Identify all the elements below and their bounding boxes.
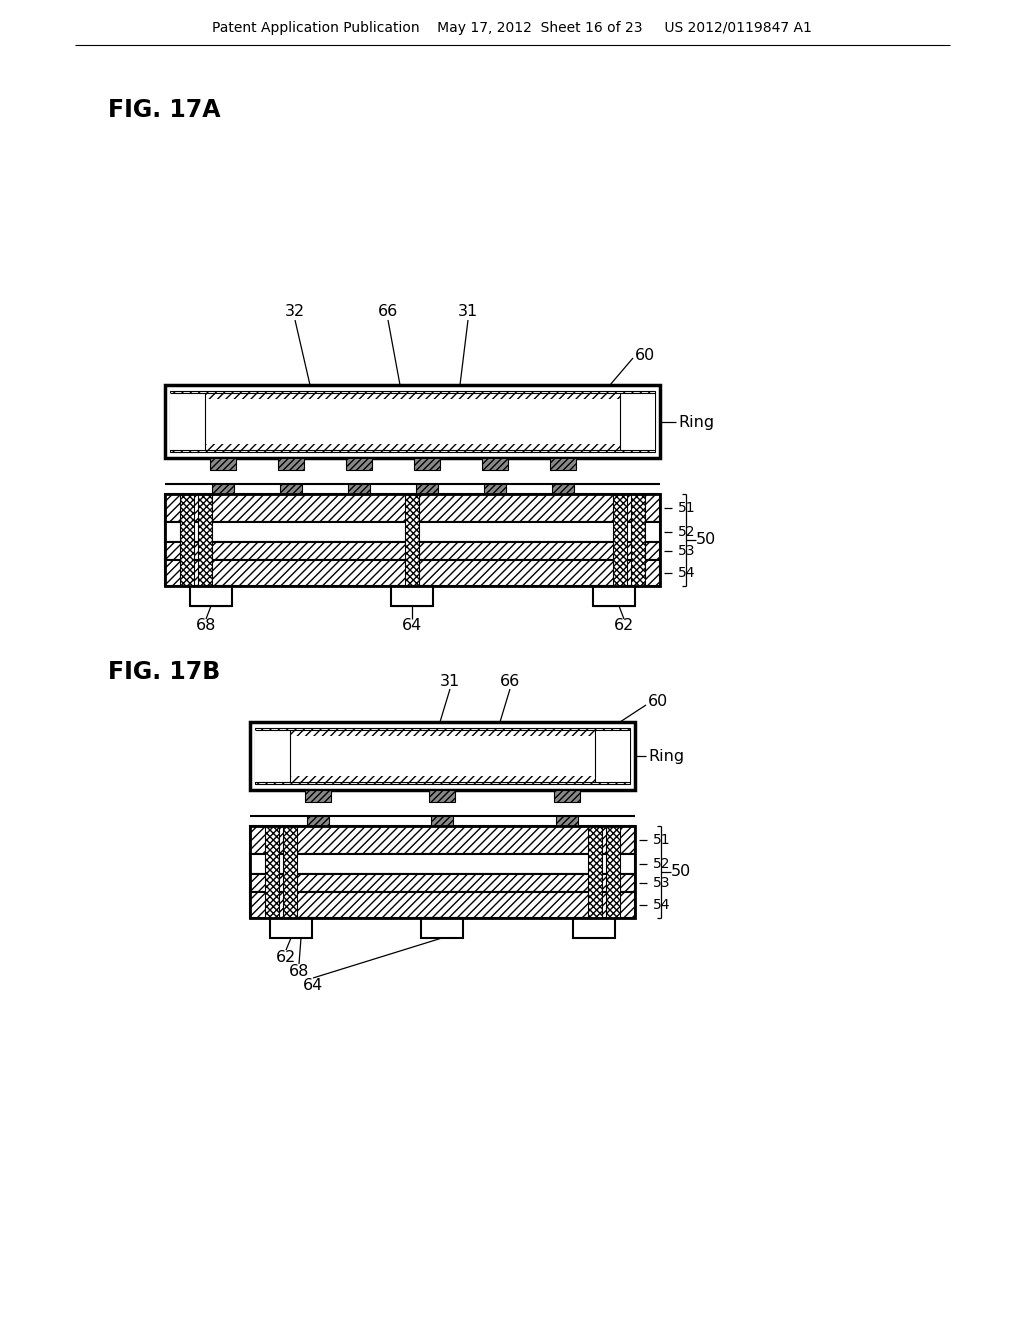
Bar xyxy=(210,458,236,470)
Bar xyxy=(556,816,578,826)
Bar xyxy=(552,484,574,494)
Bar xyxy=(414,458,440,470)
Text: 54: 54 xyxy=(653,898,671,912)
Bar xyxy=(170,393,205,450)
Bar xyxy=(482,458,508,470)
Bar xyxy=(305,789,331,803)
Bar xyxy=(250,826,635,917)
Bar xyxy=(165,494,660,586)
Bar xyxy=(348,484,370,494)
Bar xyxy=(165,494,660,521)
Text: 31: 31 xyxy=(440,675,460,689)
Bar xyxy=(255,729,630,784)
Bar xyxy=(250,854,635,874)
Bar xyxy=(391,586,433,606)
Text: 60: 60 xyxy=(648,694,669,710)
Bar xyxy=(631,494,645,586)
Bar xyxy=(484,484,506,494)
Bar xyxy=(212,484,234,494)
Bar xyxy=(255,730,290,781)
Bar xyxy=(620,393,655,450)
Text: 62: 62 xyxy=(275,950,296,965)
Text: 54: 54 xyxy=(678,566,695,579)
Bar xyxy=(280,484,302,494)
Text: FIG. 17B: FIG. 17B xyxy=(108,660,220,684)
Bar xyxy=(165,521,660,543)
Bar xyxy=(165,543,660,560)
Text: 62: 62 xyxy=(613,619,634,634)
Bar xyxy=(250,722,635,789)
Text: 31: 31 xyxy=(458,305,478,319)
Bar xyxy=(406,494,419,586)
Bar xyxy=(595,730,630,781)
Bar xyxy=(278,458,304,470)
Bar xyxy=(250,826,635,854)
Text: 60: 60 xyxy=(635,347,655,363)
Text: 52: 52 xyxy=(678,525,695,539)
Bar xyxy=(613,494,627,586)
Bar xyxy=(250,874,635,892)
Bar xyxy=(205,399,620,444)
Bar xyxy=(429,789,455,803)
Bar xyxy=(165,560,660,586)
Text: 66: 66 xyxy=(500,675,520,689)
Bar xyxy=(307,816,329,826)
Text: 51: 51 xyxy=(653,833,671,847)
Bar xyxy=(165,385,660,458)
Bar xyxy=(265,826,279,917)
Bar xyxy=(270,917,312,939)
Text: 50: 50 xyxy=(671,865,691,879)
Text: 64: 64 xyxy=(303,978,324,994)
Bar xyxy=(290,737,595,776)
Bar xyxy=(431,816,453,826)
Bar xyxy=(554,789,580,803)
Text: 50: 50 xyxy=(696,532,716,548)
Text: Ring: Ring xyxy=(678,414,714,429)
Bar xyxy=(550,458,575,470)
Text: 64: 64 xyxy=(401,619,422,634)
Text: 68: 68 xyxy=(196,619,216,634)
Text: 32: 32 xyxy=(285,305,305,319)
Text: 51: 51 xyxy=(678,502,695,515)
Bar xyxy=(346,458,372,470)
Bar xyxy=(170,391,655,451)
Bar xyxy=(421,917,463,939)
Bar xyxy=(283,826,297,917)
Text: Ring: Ring xyxy=(648,748,684,763)
Text: 53: 53 xyxy=(653,876,671,890)
Bar xyxy=(588,826,602,917)
Text: 52: 52 xyxy=(653,857,671,871)
Text: 66: 66 xyxy=(378,305,398,319)
Text: FIG. 17A: FIG. 17A xyxy=(108,98,220,121)
Bar xyxy=(573,917,615,939)
Text: 53: 53 xyxy=(678,544,695,558)
Text: Patent Application Publication    May 17, 2012  Sheet 16 of 23     US 2012/01198: Patent Application Publication May 17, 2… xyxy=(212,21,812,36)
Bar xyxy=(190,586,232,606)
Bar xyxy=(198,494,212,586)
Text: 68: 68 xyxy=(289,965,309,979)
Bar xyxy=(606,826,620,917)
Bar xyxy=(250,892,635,917)
Bar xyxy=(416,484,438,494)
Bar xyxy=(180,494,194,586)
Bar xyxy=(593,586,635,606)
